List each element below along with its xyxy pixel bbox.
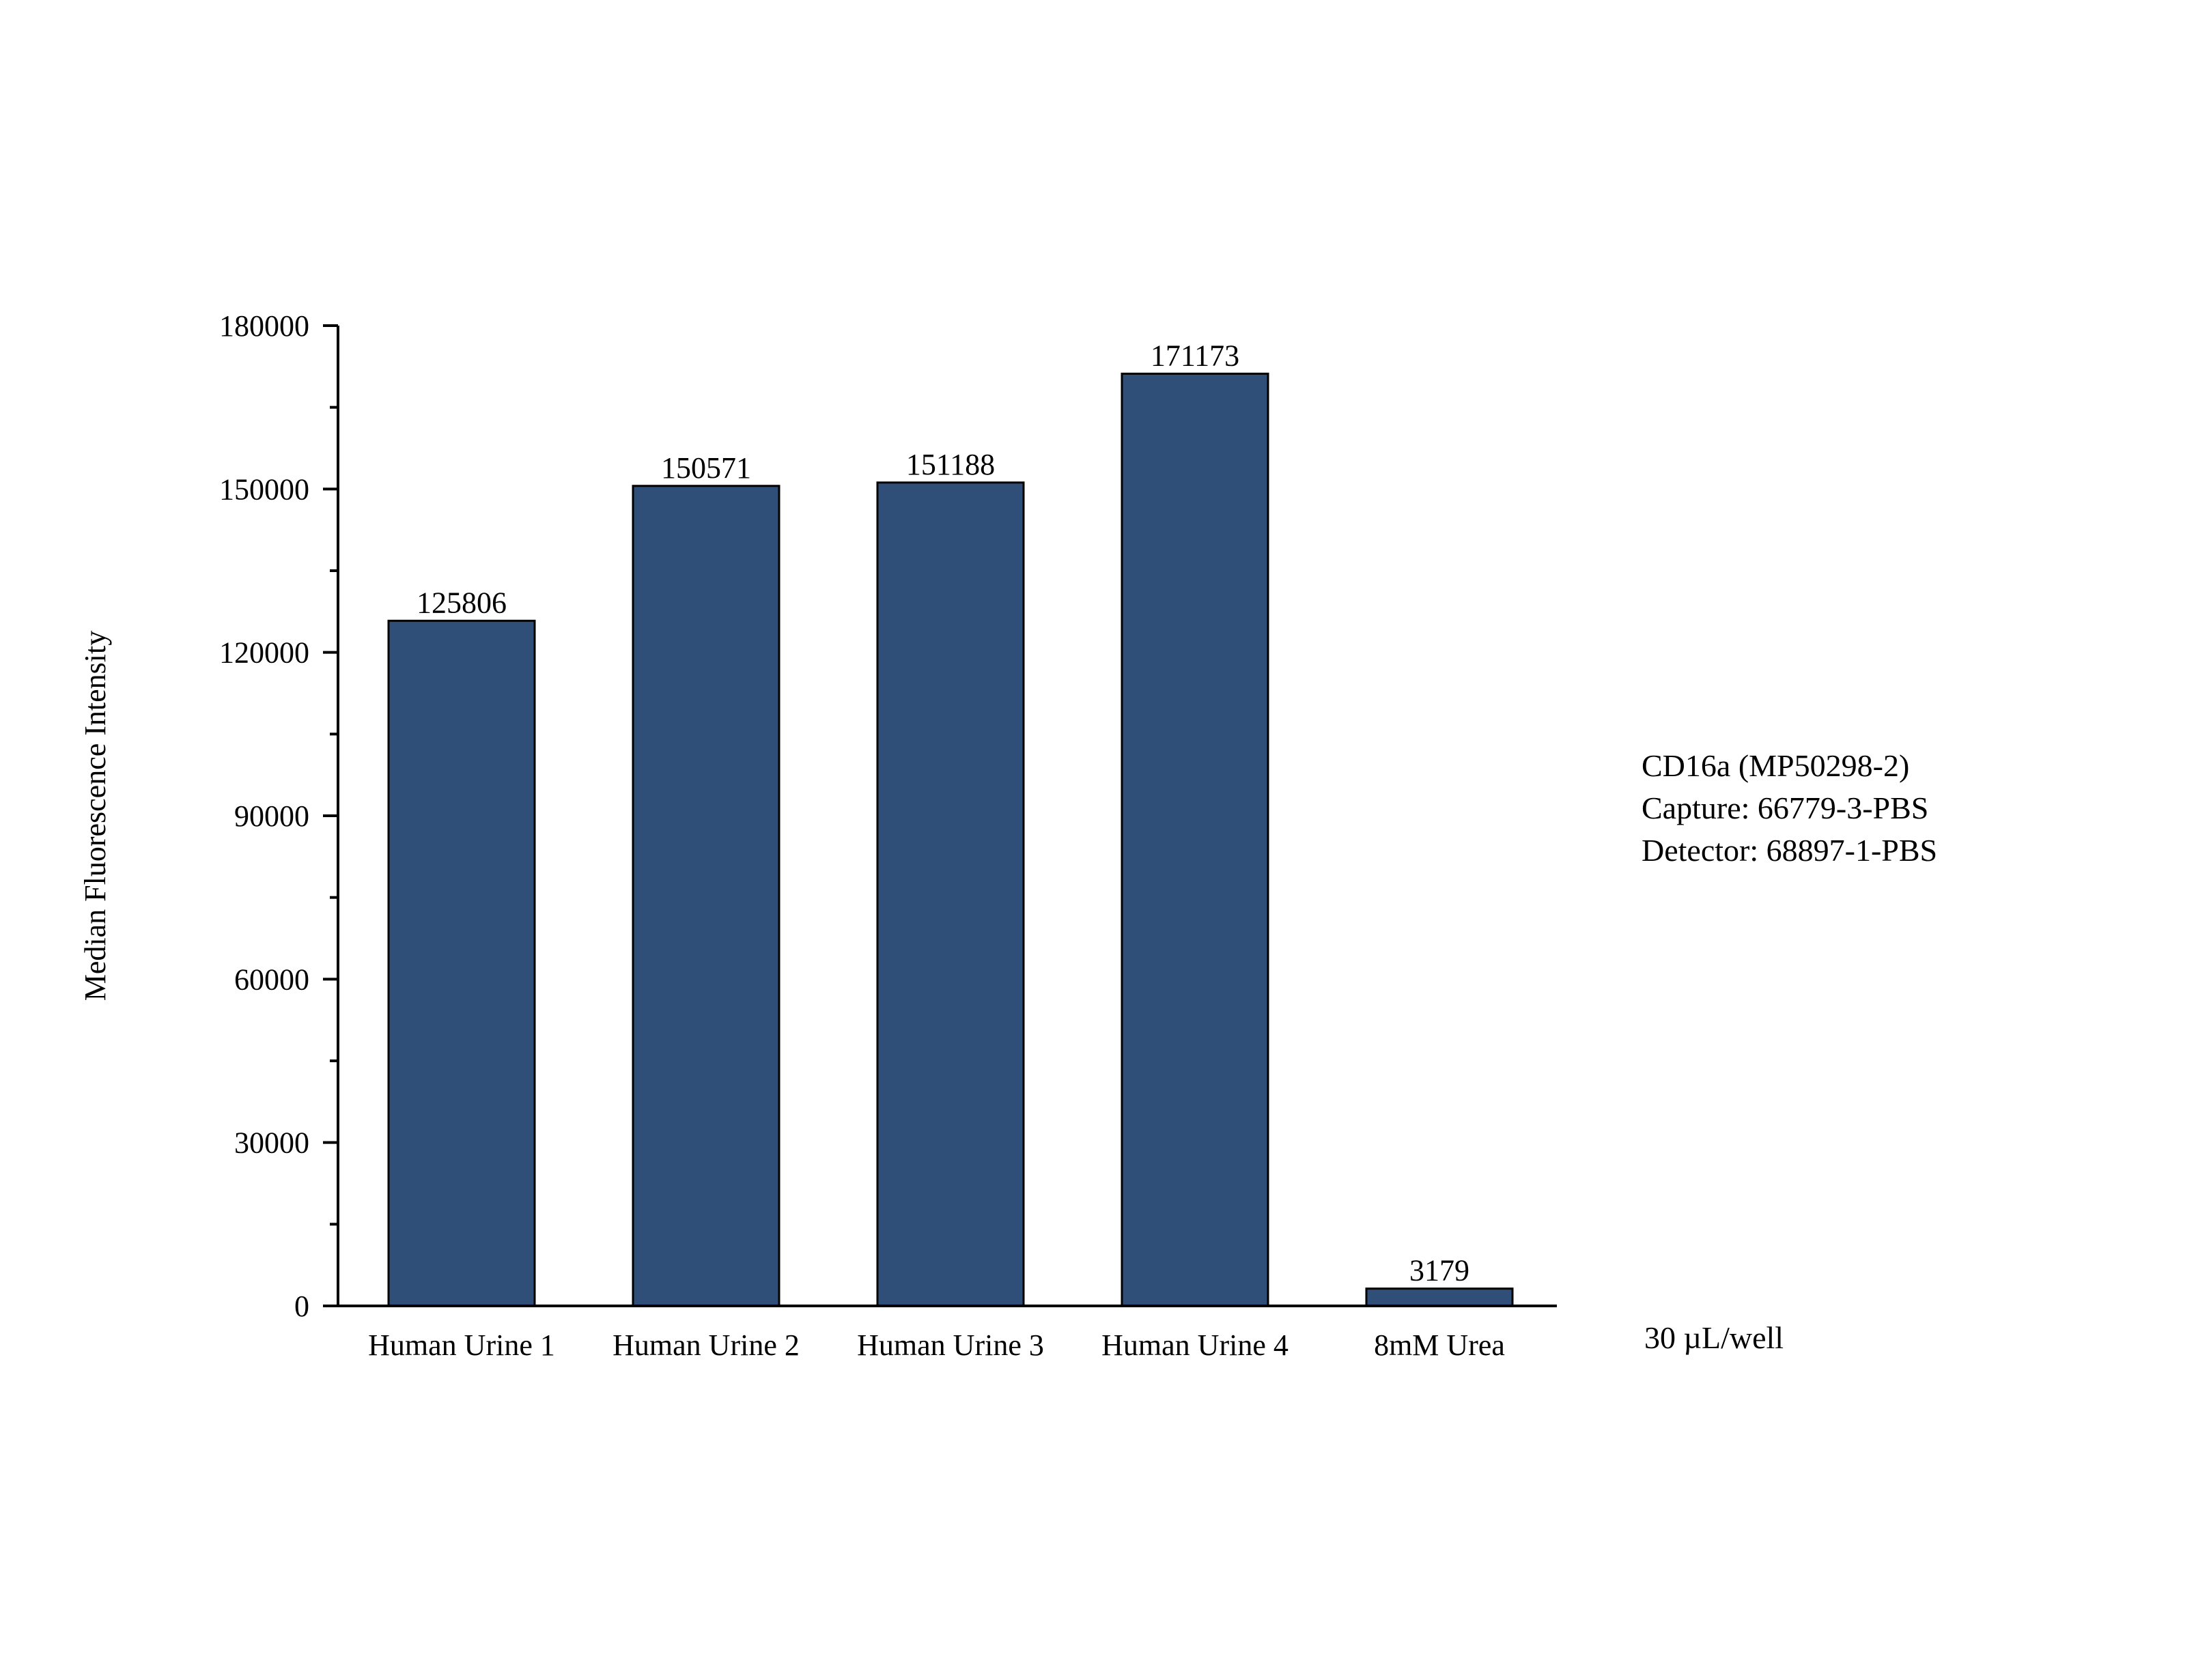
bar-value-label: 3179 <box>1409 1254 1469 1287</box>
bar <box>632 485 780 1307</box>
bar-value-label: 125806 <box>417 586 507 619</box>
bar-value-label: 150571 <box>661 451 751 485</box>
x-category-label: Human Urine 2 <box>613 1328 800 1362</box>
legend-line-3: Detector: 68897-1-PBS <box>1642 833 1937 868</box>
x-category-label: Human Urine 1 <box>368 1328 555 1362</box>
x-category-label: Human Urine 4 <box>1101 1328 1289 1362</box>
bar <box>387 619 536 1307</box>
y-tick-label: 120000 <box>219 636 309 670</box>
x-category-labels-group: Human Urine 1 Human Urine 2 Human Urine 3 H… <box>368 1328 1505 1362</box>
x-category-label: Human Urine 3 <box>857 1328 1044 1362</box>
bar <box>1121 372 1269 1307</box>
bar <box>876 481 1025 1307</box>
y-tick-label: 90000 <box>234 799 309 833</box>
bar-value-label: 151188 <box>906 448 995 481</box>
bar <box>1365 1287 1514 1307</box>
volume-note: 30 µL/well <box>1644 1320 1784 1355</box>
y-tick-label: 0 <box>294 1290 309 1323</box>
y-axis-title: Median Fluorescence Intensity <box>79 631 112 1001</box>
y-tick-label: 60000 <box>234 963 309 996</box>
bar-value-label: 171173 <box>1151 339 1239 372</box>
bars-group <box>387 372 1514 1307</box>
y-tick-label: 150000 <box>219 472 309 506</box>
y-tick-label: 30000 <box>234 1126 309 1160</box>
legend-line-2: Capture: 66779-3-PBS <box>1642 791 1928 825</box>
x-category-label: 8mM Urea <box>1374 1328 1505 1362</box>
legend-line-1: CD16a (MP50298-2) <box>1642 748 1909 783</box>
data-labels-group: 125806 150571 151188 171173 3179 <box>417 339 1469 1287</box>
y-tick-label: 180000 <box>219 309 309 343</box>
y-ticks-group: 0 30000 60000 90000 120000 150000 180000 <box>219 309 338 1323</box>
